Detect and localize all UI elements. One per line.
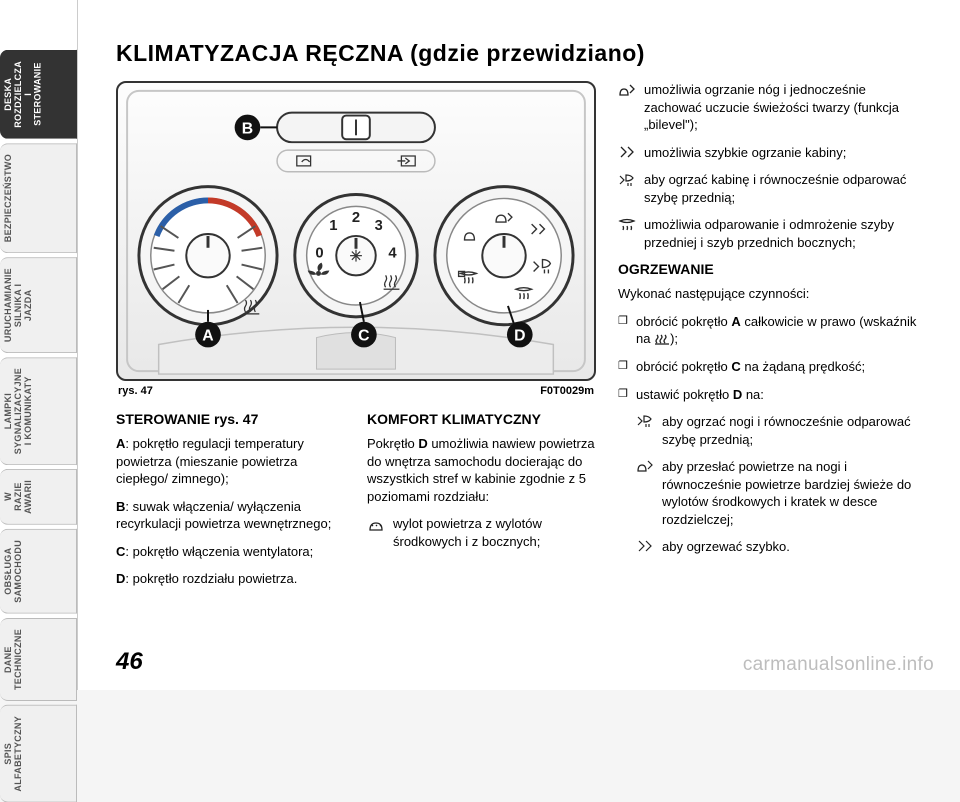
tab-awaria[interactable]: W RAZIE AWARII (0, 469, 77, 525)
tab-dane-techniczne[interactable]: DANE TECHNICZNE (0, 618, 77, 701)
climate-control-figure: 0 1 2 3 4 (116, 81, 596, 381)
page-number: 46 (116, 648, 143, 676)
airflow-defrost-icon (618, 216, 636, 232)
option-feet-defrost-text: aby ogrzać nogi i równocześnie odparować… (662, 413, 918, 448)
heading-komfort: KOMFORT KLIMATYCZNY (367, 411, 596, 427)
page-content: KLIMATYZACJA RĘCZNA (gdzie przewidziano) (78, 0, 960, 690)
tab-uruchamianie[interactable]: URUCHAMIANIE SILNIKA I JAZDA (0, 257, 77, 353)
airflow-bilevel-icon (618, 81, 636, 97)
mode-feet-defrost: aby ogrzać kabinę i równocześnie odparow… (618, 171, 918, 206)
komfort-lead: Pokrętło D umożliwia nawiew powietrza do… (367, 435, 596, 505)
def-c: C: pokrętło włączenia wentylatora; (116, 543, 345, 561)
figure-number: rys. 47 (118, 385, 153, 397)
def-b: B: suwak włączenia/ wyłączenia recyrkula… (116, 498, 345, 533)
mode-bilevel: umożliwia ogrzanie nóg i jednocześnie za… (618, 81, 918, 134)
watermark: carmanualsonline.info (743, 654, 934, 676)
option-feet-defrost: aby ogrzać nogi i równocześnie odparować… (618, 413, 918, 448)
section-tabs-sidebar: DESKA ROZDZIELCZA I STEROWANIE BEZPIECZE… (0, 0, 78, 690)
def-a: A: pokrętło regulacji temperatury powiet… (116, 435, 345, 488)
airflow-feet-defrost-icon (636, 413, 654, 448)
airflow-bilevel-icon (636, 458, 654, 528)
svg-text:B: B (242, 120, 253, 137)
column-komfort: KOMFORT KLIMATYCZNY Pokrętło D umożliwia… (367, 411, 596, 598)
tab-deska-rozdzielcza[interactable]: DESKA ROZDZIELCZA I STEROWANIE (0, 50, 77, 139)
figure-code: F0T0029m (540, 385, 594, 397)
svg-text:A: A (202, 328, 213, 345)
mode-feet-defrost-text: aby ogrzać kabinę i równocześnie odparow… (644, 171, 918, 206)
dial-d-options: aby ogrzać nogi i równocześnie odparować… (618, 413, 918, 558)
mode-feet-text: umożliwia szybkie ogrzanie kabiny; (644, 144, 918, 162)
airflow-feet-icon (636, 538, 654, 558)
mode-bilevel-text: umożliwia ogrzanie nóg i jednocześnie za… (644, 81, 918, 134)
option-feet: aby ogrzewać szybko. (618, 538, 918, 558)
airflow-feet-icon (618, 144, 636, 160)
mode-face-text: wylot powietrza z wylotów środkowych i z… (393, 515, 596, 550)
svg-text:2: 2 (352, 210, 360, 226)
svg-text:3: 3 (375, 218, 383, 234)
heading-ogrzewanie: OGRZEWANIE (618, 261, 918, 277)
bottom-columns: STEROWANIE rys. 47 A: pokrętło regulacji… (116, 411, 596, 598)
svg-text:4: 4 (388, 246, 397, 262)
option-bilevel-text: aby przesłać powietrze na nogi i równocz… (662, 458, 918, 528)
ogrzewanie-lead: Wykonać następujące czynności: (618, 285, 918, 303)
page-title: KLIMATYZACJA RĘCZNA (gdzie przewidziano) (116, 40, 930, 67)
airflow-feet-defrost-icon (618, 171, 636, 187)
left-column: 0 1 2 3 4 (116, 81, 596, 598)
tab-obsluga[interactable]: OBSŁUGA SAMOCHODU (0, 529, 77, 614)
heating-steps: obrócić pokrętło A całkowicie w prawo (w… (618, 313, 918, 403)
mode-defrost-text: umożliwia odparowanie i odmrożenie szyby… (644, 216, 918, 251)
step-2: obrócić pokrętło C na żądaną prędkość; (618, 358, 918, 376)
tab-lampki[interactable]: LAMPKI SYGNALIZACYJNE I KOMUNIKATY (0, 357, 77, 465)
svg-text:1: 1 (329, 218, 337, 234)
step-3: ustawić pokrętło D na: (618, 386, 918, 404)
heading-sterowanie: STEROWANIE rys. 47 (116, 411, 345, 427)
option-feet-text: aby ogrzewać szybko. (662, 538, 918, 558)
svg-text:0: 0 (315, 246, 323, 262)
mode-defrost: umożliwia odparowanie i odmrożenie szyby… (618, 216, 918, 251)
mode-face: wylot powietrza z wylotów środkowych i z… (367, 515, 596, 550)
step-1: obrócić pokrętło A całkowicie w prawo (w… (618, 313, 918, 348)
option-bilevel: aby przesłać powietrze na nogi i równocz… (618, 458, 918, 528)
def-d: D: pokrętło rozdziału powietrza. (116, 570, 345, 588)
airflow-face-icon (367, 515, 385, 531)
content-wrap: 0 1 2 3 4 (116, 81, 930, 598)
right-column: umożliwia ogrzanie nóg i jednocześnie za… (618, 81, 918, 598)
svg-text:C: C (358, 328, 369, 345)
tab-spis[interactable]: SPIS ALFABETYCZNY (0, 705, 77, 802)
svg-text:D: D (514, 328, 525, 345)
mode-feet: umożliwia szybkie ogrzanie kabiny; (618, 144, 918, 162)
column-sterowanie: STEROWANIE rys. 47 A: pokrętło regulacji… (116, 411, 345, 598)
figure-caption: rys. 47 F0T0029m (118, 385, 594, 397)
tab-bezpieczenstwo[interactable]: BEZPIECZEŃSTWO (0, 143, 77, 253)
